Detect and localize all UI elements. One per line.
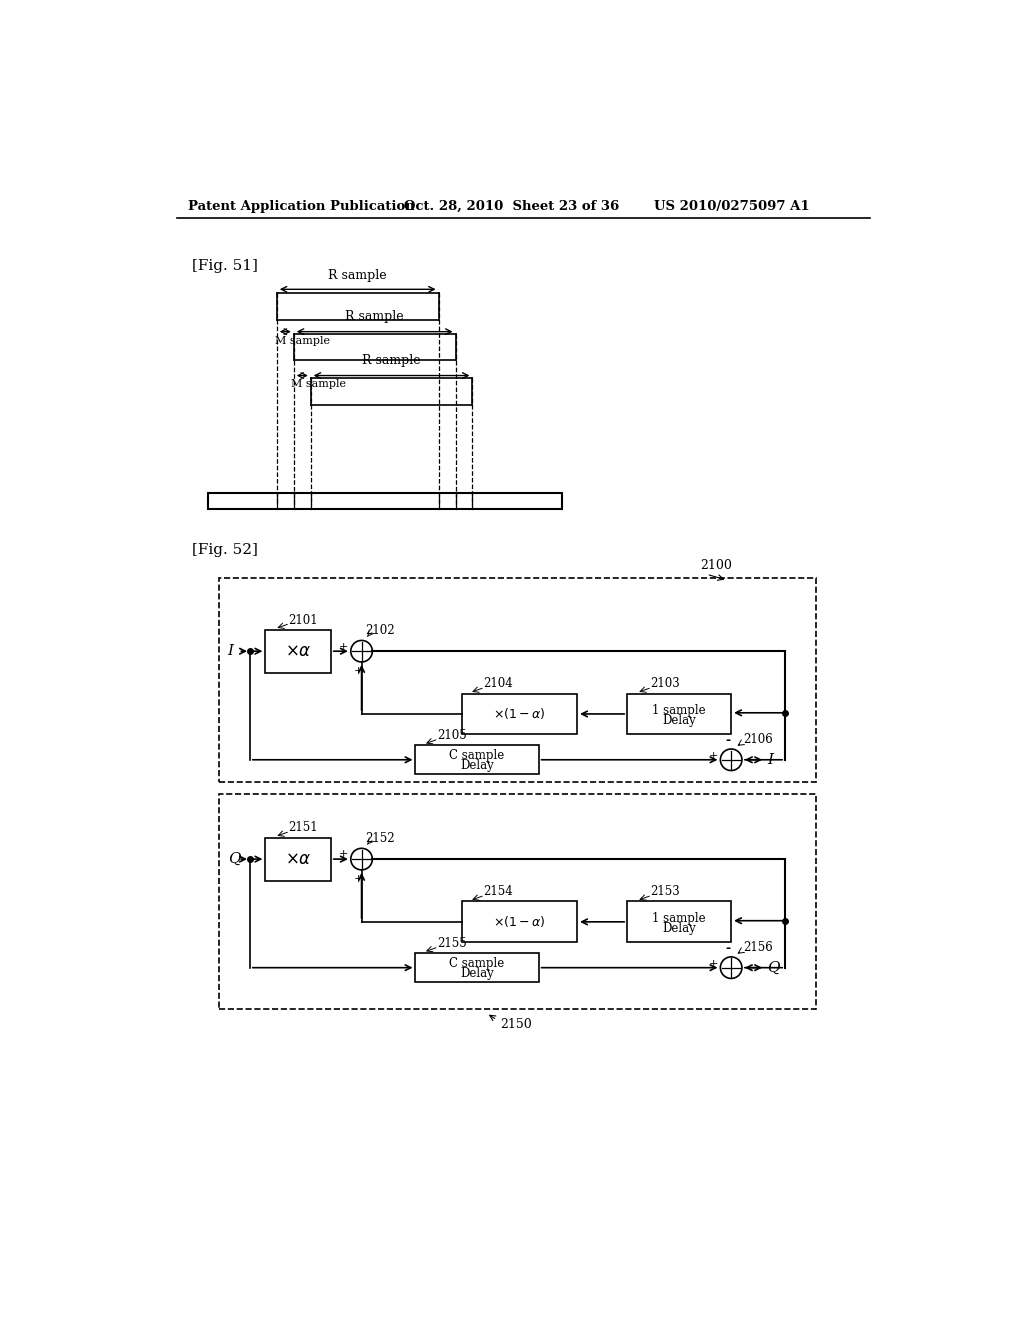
Text: 1 sample: 1 sample — [652, 704, 706, 717]
Text: -: - — [726, 734, 731, 747]
Text: 1 sample: 1 sample — [652, 912, 706, 924]
Text: 2103: 2103 — [650, 677, 680, 690]
Text: +: + — [709, 751, 718, 760]
Bar — [219, 793, 816, 1010]
Bar — [208, 494, 562, 508]
Text: 2155: 2155 — [437, 937, 467, 950]
Text: 2153: 2153 — [650, 886, 680, 899]
Text: 2102: 2102 — [366, 624, 395, 638]
Bar — [628, 693, 731, 734]
Bar — [416, 953, 539, 982]
Text: +: + — [354, 665, 364, 676]
Text: M sample: M sample — [274, 335, 330, 346]
Text: Q: Q — [767, 961, 780, 974]
Text: 2105: 2105 — [437, 729, 467, 742]
Text: C sample: C sample — [450, 750, 505, 763]
Text: -: - — [726, 941, 731, 954]
Text: 2101: 2101 — [289, 614, 318, 627]
Bar — [265, 630, 331, 673]
Text: [Fig. 52]: [Fig. 52] — [193, 543, 258, 557]
Text: +: + — [709, 958, 718, 969]
Bar — [628, 902, 731, 942]
Text: 2151: 2151 — [289, 821, 318, 834]
Text: $\times(1-\alpha)$: $\times(1-\alpha)$ — [494, 706, 546, 722]
Text: $\times(1-\alpha)$: $\times(1-\alpha)$ — [494, 915, 546, 929]
Bar — [462, 902, 578, 942]
Bar — [416, 744, 539, 775]
Text: 2104: 2104 — [483, 677, 513, 690]
Text: 2100: 2100 — [700, 558, 732, 572]
Text: Oct. 28, 2010  Sheet 23 of 36: Oct. 28, 2010 Sheet 23 of 36 — [403, 199, 620, 213]
Text: Patent Application Publication: Patent Application Publication — [188, 199, 415, 213]
Text: 2150: 2150 — [500, 1019, 531, 1031]
Text: Delay: Delay — [663, 714, 696, 726]
Text: I: I — [227, 644, 233, 659]
Text: [Fig. 51]: [Fig. 51] — [193, 259, 258, 273]
Text: Q: Q — [227, 853, 240, 866]
Text: +: + — [339, 850, 348, 859]
Text: R sample: R sample — [345, 310, 403, 323]
Text: M sample: M sample — [292, 379, 346, 388]
Text: +: + — [339, 642, 348, 652]
Text: Delay: Delay — [460, 968, 494, 981]
Text: Delay: Delay — [663, 921, 696, 935]
Text: US 2010/0275097 A1: US 2010/0275097 A1 — [654, 199, 810, 213]
Text: 2106: 2106 — [743, 733, 773, 746]
Text: $\times\alpha$: $\times\alpha$ — [285, 643, 311, 660]
Text: Delay: Delay — [460, 759, 494, 772]
Text: R sample: R sample — [362, 354, 421, 367]
Text: R sample: R sample — [329, 269, 387, 282]
Text: 2156: 2156 — [743, 941, 773, 954]
Text: $\times\alpha$: $\times\alpha$ — [285, 850, 311, 867]
Bar — [265, 838, 331, 880]
Text: I: I — [767, 752, 773, 767]
Text: +: + — [354, 874, 364, 883]
Text: 2154: 2154 — [483, 886, 513, 899]
Bar — [462, 693, 578, 734]
Text: 2152: 2152 — [366, 832, 395, 845]
Text: C sample: C sample — [450, 957, 505, 970]
Bar — [219, 578, 816, 781]
